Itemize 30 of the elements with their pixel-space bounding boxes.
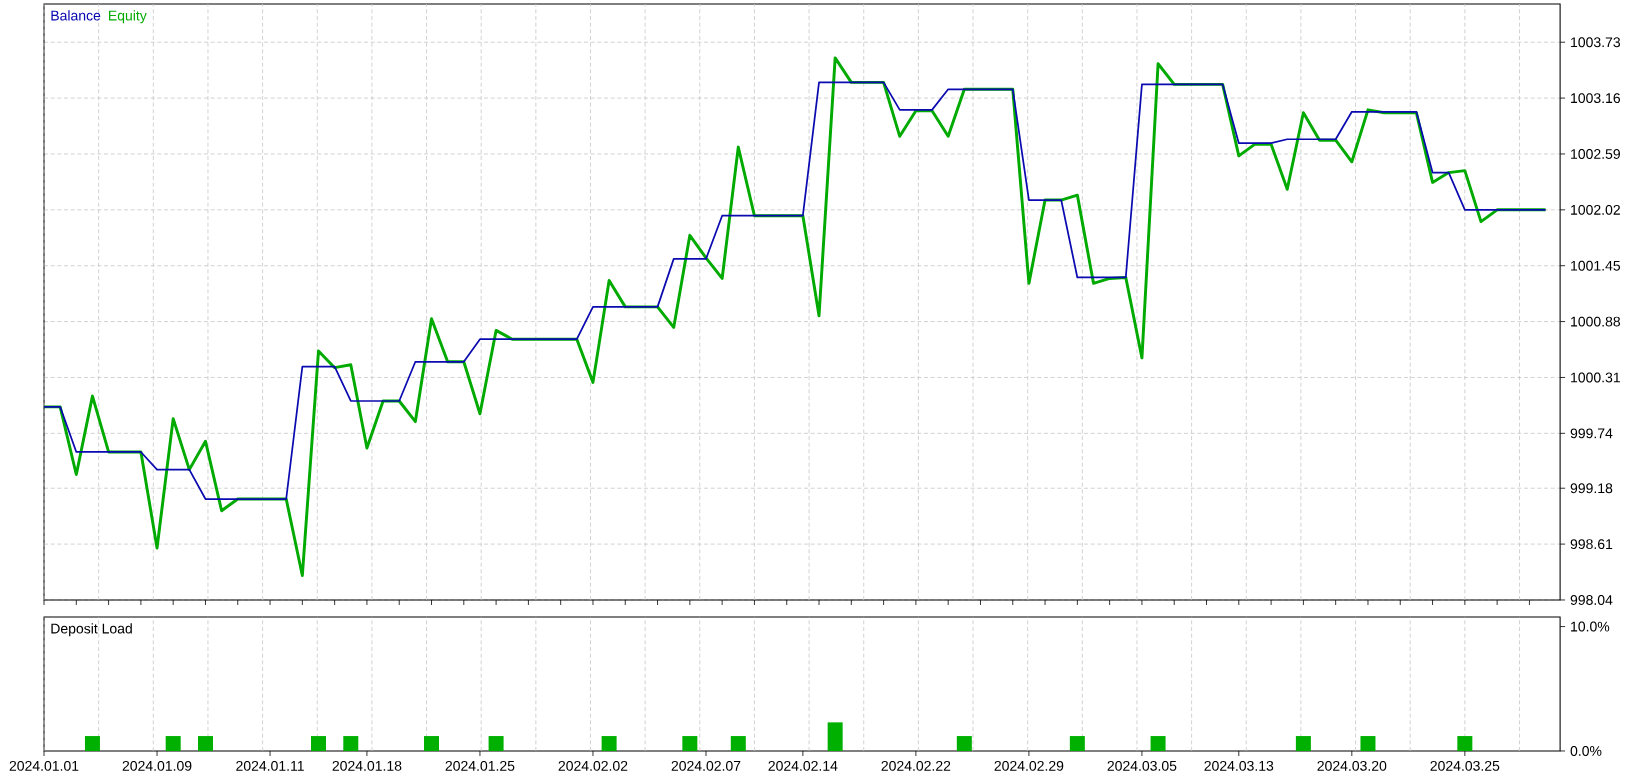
x-tick-label: 2024.03.05 bbox=[1107, 760, 1177, 771]
y-tick-label: 1003.16 bbox=[1571, 93, 1621, 104]
x-tick-label: 2024.02.14 bbox=[768, 760, 838, 771]
text: Balance bbox=[51, 10, 101, 21]
y-tick-label: 999.18 bbox=[1570, 483, 1613, 494]
y-tick-label: 998.61 bbox=[1570, 539, 1613, 550]
y-tick-label: 1002.59 bbox=[1571, 149, 1620, 159]
x-tick-label: 2024.01.25 bbox=[445, 760, 515, 771]
y-tick-label: 998.04 bbox=[1570, 595, 1613, 605]
y-tick-label: 0.0% bbox=[1570, 746, 1602, 756]
chart-title: Deposit Load bbox=[51, 623, 132, 637]
text: Equity bbox=[109, 10, 147, 24]
x-tick-label: 2024.02.29 bbox=[994, 760, 1064, 771]
y-tick-label: 1001.45 bbox=[1571, 260, 1621, 271]
x-tick-label: 2024.03.13 bbox=[1204, 760, 1274, 771]
x-tick-label: 2024.03.25 bbox=[1430, 760, 1500, 771]
x-tick-label: 2024.01.11 bbox=[236, 760, 304, 771]
x-tick-label: 2024.02.02 bbox=[558, 760, 628, 771]
x-tick-label: 2024.03.20 bbox=[1317, 760, 1387, 771]
y-tick-label: 1000.31 bbox=[1571, 372, 1620, 383]
x-tick-label: 2024.01.18 bbox=[332, 760, 402, 771]
x-tick-label: 2024.01.01 bbox=[9, 760, 79, 771]
x-tick-label: 2024.01.09 bbox=[122, 760, 192, 771]
y-tick-label: 1002.02 bbox=[1571, 204, 1620, 215]
y-tick-label: 1003.73 bbox=[1571, 37, 1621, 48]
y-tick-label: 10.0% bbox=[1571, 621, 1610, 632]
y-tick-label: 1000.88 bbox=[1571, 316, 1621, 327]
x-tick-label: 2024.02.22 bbox=[881, 760, 951, 771]
x-tick-label: 2024.02.07 bbox=[671, 760, 741, 771]
y-tick-label: 999.74 bbox=[1570, 428, 1613, 439]
